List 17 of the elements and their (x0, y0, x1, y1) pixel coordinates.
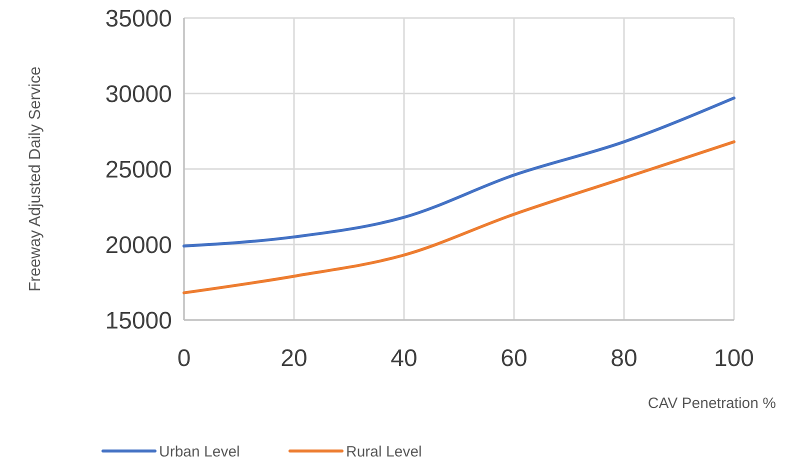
legend-label: Urban Level (159, 443, 240, 460)
y-tick-label: 30000 (105, 80, 172, 108)
x-tick-label: 0 (177, 345, 191, 372)
x-tick-label: 40 (390, 345, 418, 372)
line-series (182, 140, 736, 294)
x-tick-label: 80 (610, 345, 638, 372)
y-tick-label: 25000 (105, 156, 172, 184)
x-tick-label: 100 (714, 345, 754, 372)
y-axis-title: Freeway Adjusted Daily Service (27, 66, 44, 292)
x-axis-title: CAV Penetration % (648, 395, 776, 412)
y-tick-label: 35000 (105, 5, 172, 32)
y-tick-label: 15000 (105, 307, 172, 334)
x-tick-label: 20 (280, 345, 308, 372)
x-tick-label: 60 (500, 345, 528, 372)
legend-label: Rural Level (346, 443, 422, 460)
y-tick-label: 20000 (105, 232, 172, 259)
line-series (182, 96, 736, 248)
